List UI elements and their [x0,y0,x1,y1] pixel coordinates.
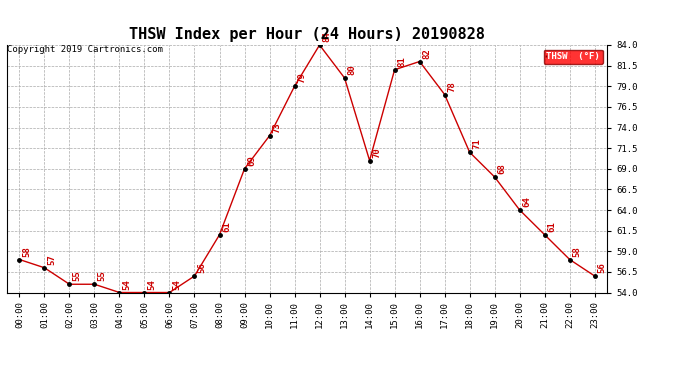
Text: 64: 64 [522,196,531,207]
Text: 57: 57 [47,254,56,265]
Text: 55: 55 [72,271,81,282]
Text: 58: 58 [573,246,582,257]
Text: 73: 73 [273,122,282,133]
Text: 81: 81 [397,56,406,67]
Text: 61: 61 [547,221,556,232]
Text: 54: 54 [172,279,181,290]
Text: 54: 54 [122,279,131,290]
Text: 79: 79 [297,73,306,84]
Legend: THSW  (°F): THSW (°F) [544,50,602,64]
Text: 61: 61 [222,221,231,232]
Text: 68: 68 [497,164,506,174]
Title: THSW Index per Hour (24 Hours) 20190828: THSW Index per Hour (24 Hours) 20190828 [129,27,485,42]
Text: 70: 70 [373,147,382,158]
Text: 55: 55 [97,271,106,282]
Text: 80: 80 [347,64,356,75]
Text: 56: 56 [197,262,206,273]
Text: Copyright 2019 Cartronics.com: Copyright 2019 Cartronics.com [7,45,163,54]
Text: 54: 54 [147,279,156,290]
Text: 82: 82 [422,48,431,59]
Text: 84: 84 [322,32,331,42]
Text: 69: 69 [247,155,256,166]
Text: 71: 71 [473,139,482,150]
Text: 58: 58 [22,246,31,257]
Text: 56: 56 [598,262,607,273]
Text: 78: 78 [447,81,456,92]
